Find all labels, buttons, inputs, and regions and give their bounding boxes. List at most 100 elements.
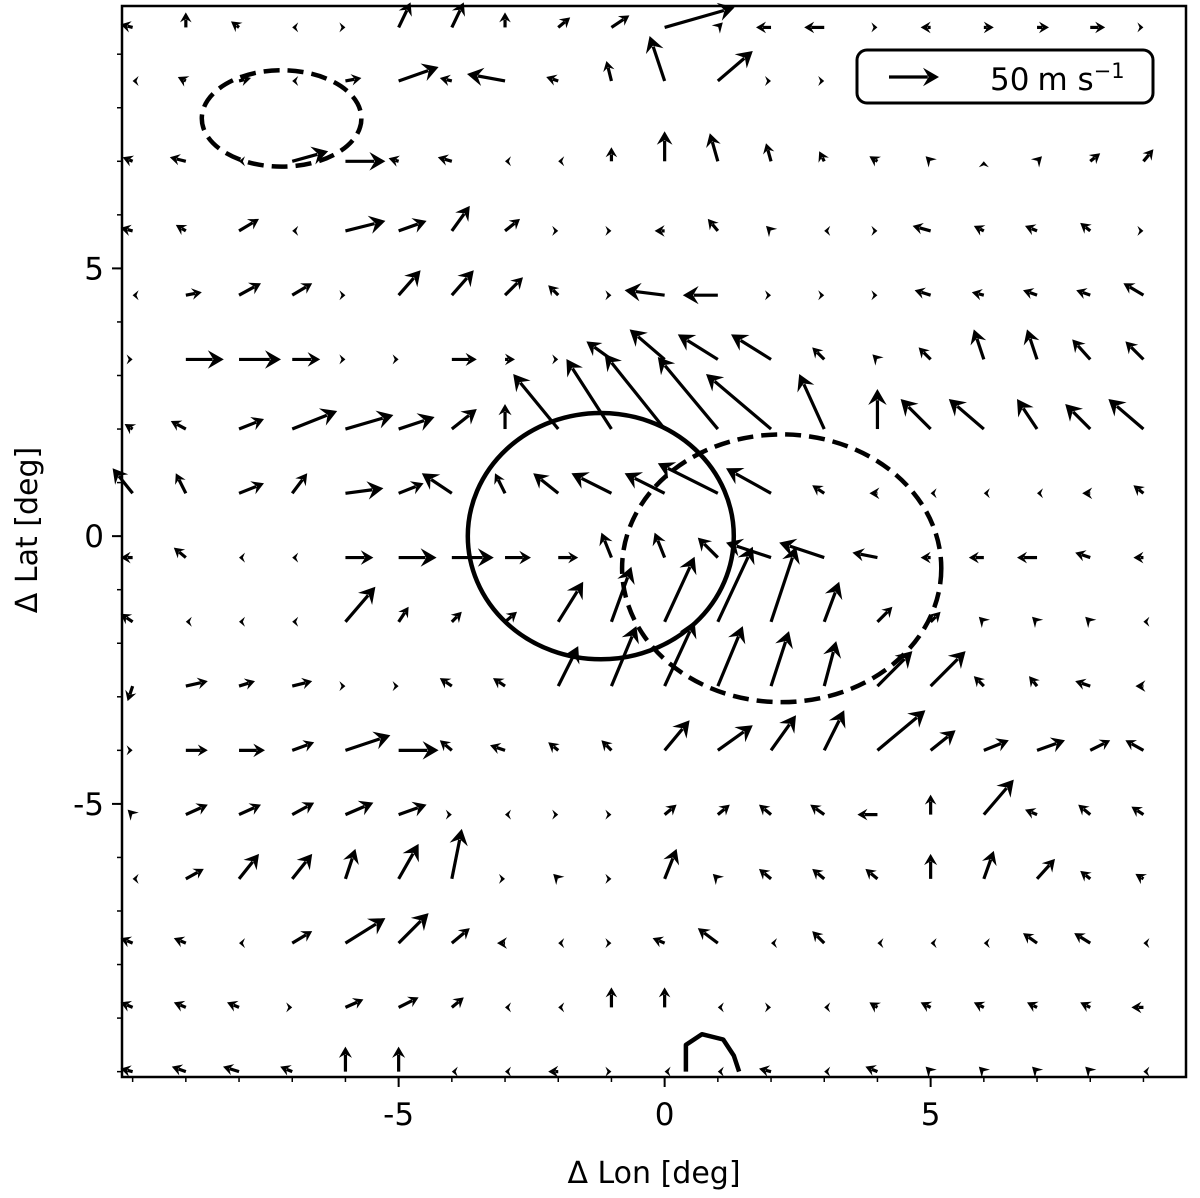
arrow-r10-c11 (716, 626, 746, 687)
arrow-r10-c14 (876, 651, 913, 688)
arrow-r14-c13-shaft (816, 934, 826, 945)
arrow-r4-c6 (450, 270, 474, 297)
arrow-r1-c10 (645, 36, 667, 82)
arrow-r3-c15 (912, 223, 932, 235)
arrow-r10-c11-head (728, 626, 746, 645)
arrow-r10-c6-head (439, 678, 452, 689)
arrow-r1-c5-shaft (398, 69, 429, 83)
arrow-r4-c19-shaft (1128, 285, 1145, 297)
arrow-r13-c3 (290, 853, 313, 880)
arrow-r1-c7-shaft (477, 74, 506, 83)
arrow-r6-c7-head (498, 404, 512, 416)
arrow-r6-c12-shaft (713, 380, 773, 431)
arrow-r10-c3-head (301, 677, 313, 690)
arrow-r4-c4 (339, 290, 346, 301)
arrow-r0-c15 (920, 21, 931, 34)
arrow-r2-c1 (169, 154, 187, 166)
arrow-r2-c15-head (925, 156, 937, 168)
arrow-r11-c0-head (126, 745, 133, 756)
arrow-r6-c8-shaft (519, 381, 560, 431)
arrow-r10-c10 (663, 621, 697, 687)
arrow-r1-c1-head (177, 76, 190, 87)
arrow-r7-c2-head (250, 481, 264, 495)
arrow-r9-c2-head (239, 616, 245, 627)
arrow-r6-c0 (124, 424, 137, 435)
arrow-r3-c9-head (605, 225, 612, 236)
arrow-r2-c10-head (656, 131, 673, 145)
arrow-r5-c2 (239, 350, 281, 369)
arrow-r4-c5-head (404, 270, 421, 288)
arrow-r13-c5-head (402, 843, 419, 863)
arrow-r5-c11-head (677, 334, 697, 351)
arrow-r10-c19 (1135, 680, 1146, 692)
arrow-r16-c0-shaft (127, 1068, 134, 1074)
arrow-r4-c1 (185, 288, 202, 300)
arrow-r1-c13-head (818, 76, 825, 86)
arrow-r5-c10-shaft (637, 335, 666, 361)
arrow-r7-c1-shaft (177, 478, 188, 495)
arrow-r3-c16 (973, 225, 986, 236)
arrow-r14-c15-head (930, 938, 937, 949)
arrow-r10-c10-head (679, 621, 697, 640)
arrow-r14-c4 (344, 918, 386, 945)
arrow-r7-c4 (345, 481, 384, 500)
arrow-r0-c10-shaft (664, 8, 725, 29)
arrow-r1-c11 (716, 51, 753, 83)
arrow-r2-c13-head (818, 151, 829, 163)
arrow-r7-c17 (1037, 488, 1043, 499)
arrow-r8-c2-head (239, 552, 245, 563)
arrow-r10-c7 (493, 678, 506, 689)
arrow-r1-c3-head (292, 76, 299, 86)
arrow-r1-c8-shaft (552, 77, 559, 83)
arrow-r7-c0-head (112, 468, 129, 485)
arrow-r16-c1-head (171, 1064, 184, 1076)
arrow-r15-c0-shaft (126, 1003, 134, 1009)
arrow-r8-c19-head (1133, 551, 1144, 564)
arrow-r11-c14-head (907, 710, 926, 728)
vector-field (112, 2, 1154, 1078)
arrow-r2-c4-head (369, 152, 386, 171)
arrow-r0-c16 (983, 21, 994, 34)
arrow-r16-c19 (1143, 1066, 1150, 1077)
arrow-r7-c7 (494, 473, 507, 495)
arrow-r8-c4 (345, 550, 374, 565)
arrow-r2-c5 (388, 155, 400, 167)
arrow-r16-c2-shaft (229, 1067, 240, 1074)
arrow-r4-c2-shaft (238, 285, 255, 297)
arrow-r2-c5-head (388, 155, 400, 167)
arrow-r10-c17-head (1029, 676, 1040, 688)
arrow-r8-c18-head (1075, 550, 1087, 562)
arrow-r11-c3-head (302, 740, 315, 752)
arrow-r8-c14-head (852, 548, 865, 562)
arrow-r15-c6-head (452, 997, 464, 1009)
arrow-r3-c17 (1025, 224, 1038, 236)
arrow-r7-c5 (398, 481, 424, 495)
arrow-r13-c5 (397, 843, 419, 880)
arrow-r16-c12-head (759, 1065, 771, 1077)
arrow-r1-c9-head (603, 61, 615, 73)
arrow-r5-c15-head (918, 347, 930, 359)
arrow-r11-c8 (548, 742, 560, 754)
arrow-r4-c14 (871, 290, 878, 301)
arrow-r13-c0-head (132, 873, 139, 884)
arrow-r2-c18-head (1088, 153, 1101, 165)
arrow-r3-c12 (766, 225, 778, 238)
arrow-r6-c14-head (868, 389, 887, 405)
arrow-r3-c17-shaft (1030, 227, 1038, 233)
arrow-r5-c12 (731, 334, 772, 361)
arrow-r5-c7 (505, 353, 515, 366)
arrow-r10-c0-head (125, 689, 137, 702)
arrow-r16-c5 (392, 1046, 406, 1072)
arrow-r16-c3 (280, 1065, 293, 1076)
arrow-r7-c8-head (533, 473, 550, 489)
arrow-r11-c8-shaft (552, 745, 560, 752)
arrow-r5-c14 (872, 354, 884, 366)
arrow-r6-c13-head (797, 374, 815, 393)
arrow-r2-c17-head (1030, 156, 1042, 168)
arrow-r7-c19-head (1133, 485, 1145, 497)
arrow-r9-c5-shaft (397, 611, 407, 623)
arrow-r3-c8-head (552, 225, 559, 236)
arrow-r4-c9-head (605, 290, 612, 301)
arrow-r14-c16-head (983, 938, 990, 949)
arrow-r7-c1 (175, 473, 188, 495)
